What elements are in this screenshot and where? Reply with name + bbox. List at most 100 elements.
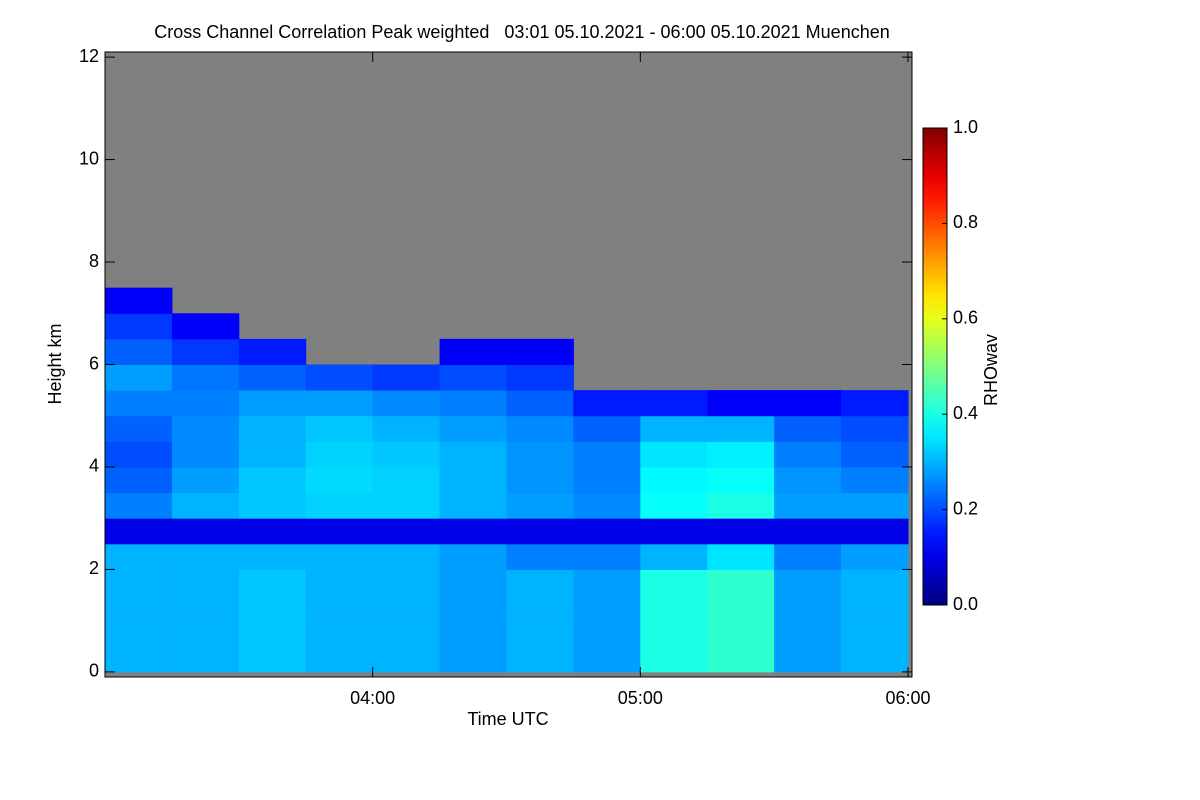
heatmap-cell xyxy=(105,620,173,647)
heatmap-cell xyxy=(105,415,173,442)
heatmap-cell xyxy=(439,441,507,468)
heatmap-cell xyxy=(506,646,574,673)
heatmap-cell xyxy=(573,569,641,596)
heatmap-cell xyxy=(171,313,240,340)
heatmap-cell xyxy=(105,390,173,417)
heatmap-cell xyxy=(238,390,307,417)
heatmap-cell xyxy=(640,390,708,417)
heatmap-cell xyxy=(573,620,641,647)
heatmap-cell xyxy=(105,543,173,570)
heatmap-cell xyxy=(506,364,574,391)
heatmap-cell xyxy=(640,620,708,647)
heatmap-cell xyxy=(105,569,173,596)
y-axis-label: Height km xyxy=(45,323,65,404)
heatmap-cell xyxy=(372,646,441,673)
heatmap-cell xyxy=(573,492,641,519)
heatmap-cell xyxy=(171,364,240,391)
heatmap-cell xyxy=(305,492,374,519)
heatmap-cell xyxy=(774,466,842,494)
heatmap-cell xyxy=(506,620,574,647)
heatmap-cell xyxy=(238,364,307,391)
y-tick-label: 0 xyxy=(89,661,99,681)
heatmap-cell xyxy=(171,415,240,442)
heatmap-cell xyxy=(841,569,909,596)
heatmap-cell xyxy=(707,415,775,442)
heatmap-cell xyxy=(439,569,507,596)
heatmap-cell xyxy=(774,620,842,647)
heatmap-cell xyxy=(305,569,374,596)
heatmap-cell xyxy=(372,441,441,468)
heatmap-cell xyxy=(640,569,708,596)
heatmap-cell xyxy=(707,620,775,647)
heatmap-cell xyxy=(238,518,307,545)
heatmap-cell xyxy=(707,518,775,545)
x-tick-label: 06:00 xyxy=(885,688,930,708)
heatmap-cell xyxy=(372,415,441,442)
heatmap-cell xyxy=(171,543,240,570)
heatmap-cell xyxy=(372,390,441,417)
heatmap-cell xyxy=(506,595,574,622)
heatmap-cell xyxy=(238,415,307,442)
heatmap-cell xyxy=(640,441,708,468)
heatmap-cell xyxy=(238,569,307,596)
heatmap-cell xyxy=(774,441,842,468)
heatmap-cell xyxy=(238,492,307,519)
heatmap-cell xyxy=(841,415,909,442)
y-tick-label: 6 xyxy=(89,353,99,373)
heatmap-cell xyxy=(105,466,173,494)
heatmap-cell xyxy=(105,287,173,314)
heatmap-cell xyxy=(707,569,775,596)
heatmap-cell xyxy=(105,441,173,468)
heatmap-cell xyxy=(774,646,842,673)
heatmap-cell xyxy=(439,620,507,647)
heatmap-cell xyxy=(841,595,909,622)
heatmap-cell xyxy=(841,441,909,468)
colorbar-tick-label: 0.6 xyxy=(953,308,978,328)
heatmap-cell xyxy=(171,569,240,596)
heatmap-cell xyxy=(774,492,842,519)
heatmap-cell xyxy=(305,466,374,494)
heatmap-cell xyxy=(573,466,641,494)
heatmap-cell xyxy=(774,518,842,545)
heatmap-cell xyxy=(439,415,507,442)
heatmap-cell xyxy=(305,518,374,545)
x-tick-label: 04:00 xyxy=(350,688,395,708)
heatmap-cell xyxy=(439,338,507,365)
colorbar-label: RHOwav xyxy=(981,334,1001,406)
y-tick-label: 10 xyxy=(79,148,99,168)
colorbar-tick-label: 0.2 xyxy=(953,498,978,518)
heatmap-cell xyxy=(640,466,708,494)
heatmap-cell xyxy=(171,620,240,647)
heatmap-cell xyxy=(506,543,574,570)
heatmap-cell xyxy=(171,466,240,494)
colorbar-tick-label: 0.0 xyxy=(953,594,978,614)
heatmap-cell xyxy=(171,595,240,622)
heatmap-cell xyxy=(439,466,507,494)
heatmap-cell xyxy=(506,492,574,519)
heatmap-cell xyxy=(841,390,909,417)
heatmap-cell xyxy=(171,492,240,519)
colorbar-tick-label: 0.4 xyxy=(953,403,978,423)
heatmap-cell xyxy=(841,492,909,519)
heatmap-cell xyxy=(372,466,441,494)
heatmap-cell xyxy=(506,415,574,442)
colorbar-tick-label: 1.0 xyxy=(953,117,978,137)
heatmap-cell xyxy=(238,466,307,494)
heatmap-cell xyxy=(305,390,374,417)
heatmap-cell xyxy=(640,492,708,519)
heatmap-cell xyxy=(105,518,173,545)
heatmap-cell xyxy=(105,595,173,622)
heatmap-cell xyxy=(506,518,574,545)
heatmap-cell xyxy=(841,620,909,647)
heatmap-cell xyxy=(506,390,574,417)
heatmap-cell xyxy=(238,620,307,647)
heatmap-cell xyxy=(305,543,374,570)
heatmap-cell xyxy=(105,492,173,519)
heatmap-cell xyxy=(573,543,641,570)
heatmap-cell xyxy=(305,364,374,391)
heatmap-cell xyxy=(439,518,507,545)
heatmap-cell xyxy=(640,646,708,673)
heatmap-cell xyxy=(573,646,641,673)
